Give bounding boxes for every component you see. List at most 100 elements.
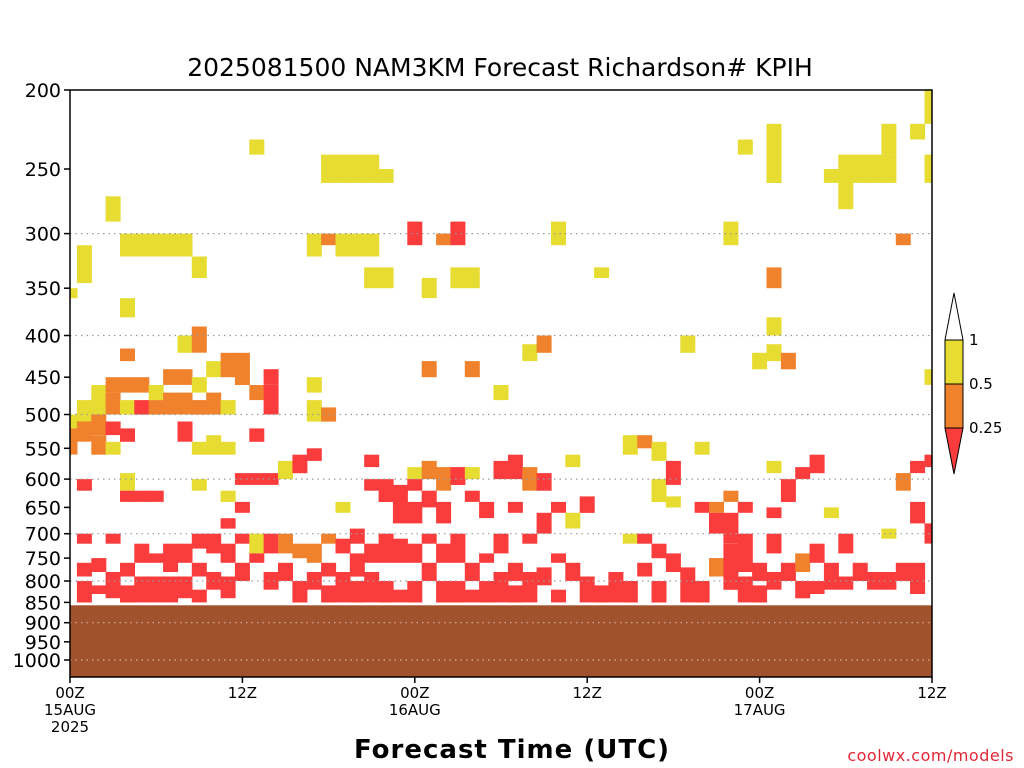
ri-cell-red [134, 543, 150, 563]
ri-cell-red [249, 473, 265, 485]
ri-cell-red [421, 562, 437, 581]
ri-cell-red [881, 572, 897, 590]
ri-cell-red [76, 581, 92, 603]
ri-cell-red [263, 385, 279, 415]
ri-cell-orange [436, 233, 452, 246]
ri-cell-red [551, 553, 566, 563]
ri-cell-yellow [249, 139, 265, 155]
ri-cell-orange [191, 400, 207, 415]
ri-cell-yellow [665, 496, 681, 508]
ri-cell-red [407, 479, 423, 491]
x-tick-label-24-1: 16AUG [389, 701, 441, 719]
y-tick-label-800: 800 [25, 571, 61, 593]
ri-cell-red [780, 479, 796, 502]
ri-cell-red [105, 533, 121, 544]
ri-cell-red [752, 585, 768, 603]
ri-cell-yellow [105, 196, 121, 222]
ri-cell-yellow [148, 385, 164, 401]
ri-cell-yellow [622, 435, 638, 455]
ri-cell-red [148, 576, 164, 603]
y-tick-label-250: 250 [25, 159, 61, 181]
y-tick-label-400: 400 [25, 326, 61, 348]
ri-cell-red [924, 454, 932, 468]
ri-cell-yellow [120, 298, 135, 318]
ri-cell-red [450, 467, 466, 485]
ri-cell-red [507, 454, 523, 480]
ri-cell-yellow [306, 377, 322, 393]
ri-cell-yellow [651, 441, 667, 461]
ri-cell-red [766, 507, 782, 519]
ri-cell-orange [895, 473, 911, 491]
ri-cell-yellow [881, 154, 897, 183]
colorbar-tick-0.25: 0.25 [969, 419, 1002, 437]
ri-cell-red [148, 490, 164, 502]
ri-cell-orange [536, 335, 552, 353]
ri-cell-orange [249, 385, 265, 401]
y-axis-ticks: 200 250 300 350 400 450 500 550 600 650 7007508008… [13, 80, 70, 672]
ri-cell-red [795, 581, 811, 599]
underground-fill [70, 605, 932, 677]
ri-cell-yellow [838, 154, 854, 210]
ri-cell-orange [637, 435, 653, 449]
ri-cell-red [493, 460, 509, 480]
ri-cell-red [737, 533, 753, 572]
ri-cell-orange [278, 533, 293, 554]
x-tick-label-48-1: 17AUG [734, 701, 786, 719]
ri-cell-red [263, 533, 279, 554]
colorbar-bin-yellow [944, 339, 964, 385]
ri-cell-yellow [177, 335, 193, 353]
ri-cell-red [436, 581, 452, 603]
ri-cell-orange [780, 352, 796, 370]
ri-cell-red [579, 576, 595, 603]
ri-cell-yellow [76, 245, 92, 284]
colorbar: 1 0.5 0.25 [944, 292, 1002, 475]
ri-cell-red [292, 581, 308, 603]
ri-cell-red [120, 562, 135, 577]
y-tick-label-750: 750 [25, 548, 61, 570]
ri-cell-orange [895, 233, 911, 246]
ri-cell-red [234, 501, 250, 513]
ri-cell-yellow [70, 288, 78, 299]
ri-cell-yellow [407, 467, 423, 480]
ri-cell-red [191, 589, 207, 603]
ri-cell-red [364, 479, 380, 491]
x-tick-label-12-0: 12Z [228, 684, 257, 702]
ri-cell-red [436, 501, 452, 524]
ri-cell-red [637, 533, 653, 544]
y-tick-label-900: 900 [25, 613, 61, 635]
ri-cell-red [177, 421, 193, 442]
ri-cell-red [120, 585, 135, 603]
y-tick-label-350: 350 [25, 278, 61, 300]
ri-cell-red [637, 562, 653, 577]
ri-cell-orange [177, 392, 193, 415]
ri-cell-red [163, 576, 179, 603]
ri-cell-yellow [134, 233, 150, 257]
ri-cell-yellow [421, 277, 437, 299]
ri-cell-yellow [910, 123, 926, 140]
ri-cell-red [321, 562, 337, 577]
ri-cell-orange [234, 352, 250, 385]
ri-cell-red [134, 400, 150, 415]
ri-cell-red [910, 460, 926, 474]
ri-cell-red [76, 533, 92, 544]
ri-cell-red [737, 501, 753, 513]
ri-cell-yellow [766, 344, 782, 362]
ri-cell-yellow [752, 352, 768, 370]
ri-cell-orange [177, 369, 193, 385]
ri-cell-red [191, 562, 207, 577]
ri-cell-red [364, 572, 380, 603]
ri-cell-yellow [220, 441, 236, 455]
ri-cell-red [809, 454, 825, 474]
ri-cell-orange [163, 369, 179, 385]
ri-cell-yellow [464, 467, 480, 480]
ri-cell-yellow [924, 154, 932, 183]
ri-cell-orange [321, 233, 337, 246]
ri-cell-yellow [249, 533, 265, 554]
x-tick-label-0-0: 00Z [55, 684, 84, 702]
ri-cell-orange [464, 361, 480, 378]
ri-cell-red [234, 562, 250, 581]
ri-cell-orange [91, 435, 107, 455]
ri-cell-red [493, 533, 509, 554]
ri-cell-red [392, 538, 408, 563]
ri-cell-yellow [306, 400, 322, 422]
